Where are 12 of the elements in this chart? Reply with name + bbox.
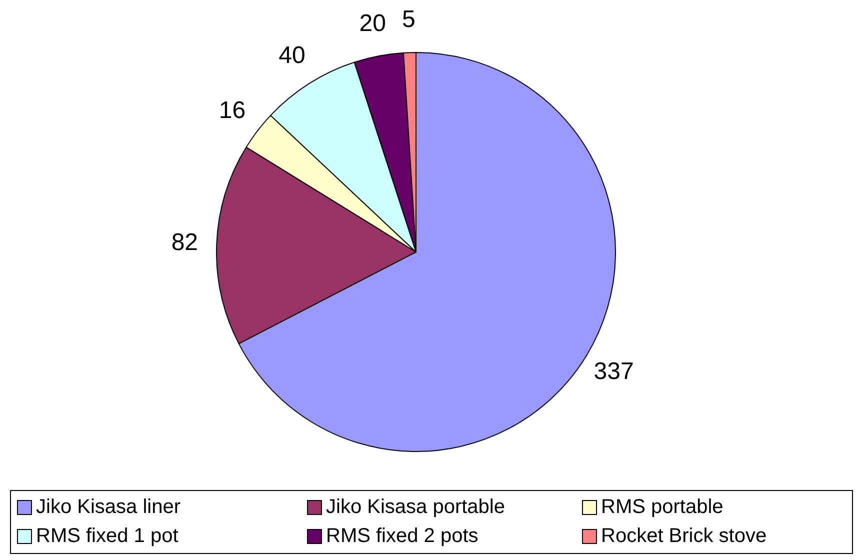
data-label: 40: [278, 42, 306, 70]
data-label: 5: [402, 6, 416, 34]
data-label: 16: [218, 96, 246, 124]
data-label: 82: [171, 228, 198, 256]
data-label: 20: [359, 10, 386, 38]
legend-label: RMS fixed 1 pot: [36, 525, 178, 548]
legend-label: Rocket Brick stove: [601, 525, 767, 548]
legend-label: RMS portable: [601, 496, 724, 519]
legend-label: RMS fixed 2 pots: [326, 525, 478, 548]
legend-label: Jiko Kisasa portable: [326, 496, 505, 519]
legend-label: Jiko Kisasa liner: [36, 496, 181, 519]
data-label: 337: [594, 358, 634, 385]
